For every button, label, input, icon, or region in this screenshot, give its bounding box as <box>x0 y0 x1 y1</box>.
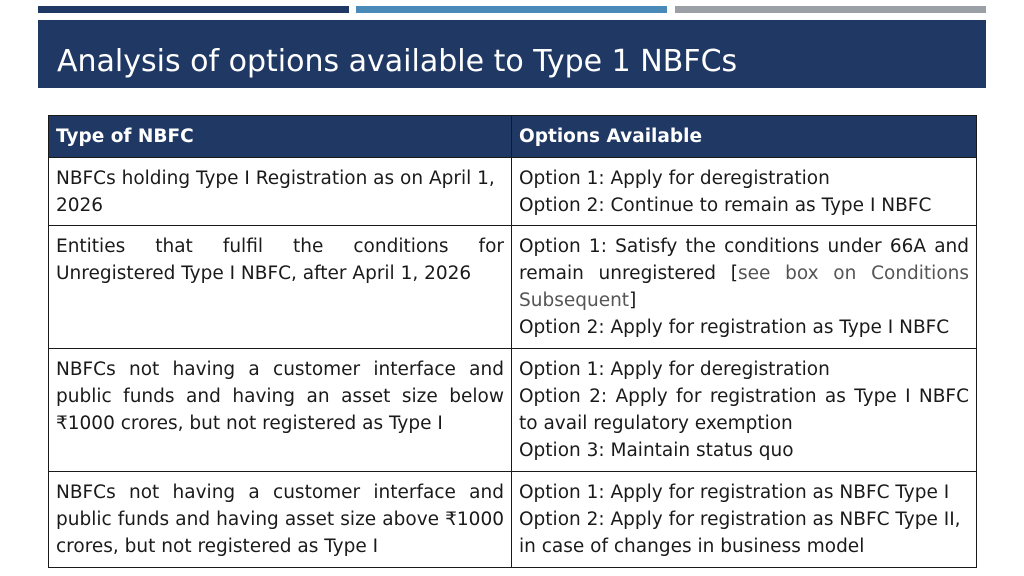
type-text: Entities that fulfil the conditions for … <box>56 236 504 284</box>
type-cell: Entities that fulfil the conditions for … <box>48 225 512 349</box>
table-header-row: Type of NBFC Options Available <box>48 115 977 158</box>
option-text: Option 3: Maintain status quo <box>519 440 794 461</box>
option-text: Option 2: Apply for registration as Type… <box>519 386 969 434</box>
table-row: NBFCs not having a customer interface an… <box>48 348 977 472</box>
option-text: Option 1: Apply for registration as NBFC… <box>519 482 950 503</box>
top-stripe-navy <box>38 6 349 13</box>
title-bar: Analysis of options available to Type 1 … <box>38 20 986 88</box>
header-type-of-nbfc: Type of NBFC <box>48 115 512 158</box>
option-text-bracket: ] <box>629 290 637 311</box>
top-stripe-grey <box>675 6 986 13</box>
options-table: Type of NBFC Options Available NBFCs hol… <box>48 115 977 568</box>
conditions-subsequent-reference: see box on Conditions Subsequent <box>519 263 969 311</box>
table-row: Entities that fulfil the conditions for … <box>48 225 977 349</box>
type-cell: NBFCs holding Type I Registration as on … <box>48 157 512 226</box>
slide-title: Analysis of options available to Type 1 … <box>57 44 738 79</box>
option-text: Option 2: Continue to remain as Type I N… <box>519 195 932 216</box>
option-text: Option 2: Apply for registration as NBFC… <box>519 509 961 557</box>
option-text: Option 1: Apply for deregistration <box>519 168 830 189</box>
options-cell: Option 1: Apply for deregistration Optio… <box>511 157 977 226</box>
options-cell: Option 1: Apply for deregistration Optio… <box>511 348 977 472</box>
options-cell: Option 1: Satisfy the conditions under 6… <box>511 225 977 349</box>
top-stripe-blue <box>356 6 667 13</box>
option-text: Option 1: Satisfy the conditions under 6… <box>519 233 969 314</box>
option-text-main: Option 1: Satisfy the conditions under 6… <box>519 236 969 284</box>
type-text: NBFCs holding Type I Registration as on … <box>56 168 495 216</box>
type-text: NBFCs not having a customer interface an… <box>56 359 504 434</box>
type-cell: NBFCs not having a customer interface an… <box>48 348 512 472</box>
option-text: Option 2: Apply for registration as Type… <box>519 317 950 338</box>
type-text: NBFCs not having a customer interface an… <box>56 482 504 557</box>
option-text: Option 1: Apply for deregistration <box>519 359 830 380</box>
table-row: NBFCs holding Type I Registration as on … <box>48 157 977 226</box>
options-cell: Option 1: Apply for registration as NBFC… <box>511 471 977 568</box>
header-options-available: Options Available <box>511 115 977 158</box>
type-cell: NBFCs not having a customer interface an… <box>48 471 512 568</box>
table-row: NBFCs not having a customer interface an… <box>48 471 977 568</box>
